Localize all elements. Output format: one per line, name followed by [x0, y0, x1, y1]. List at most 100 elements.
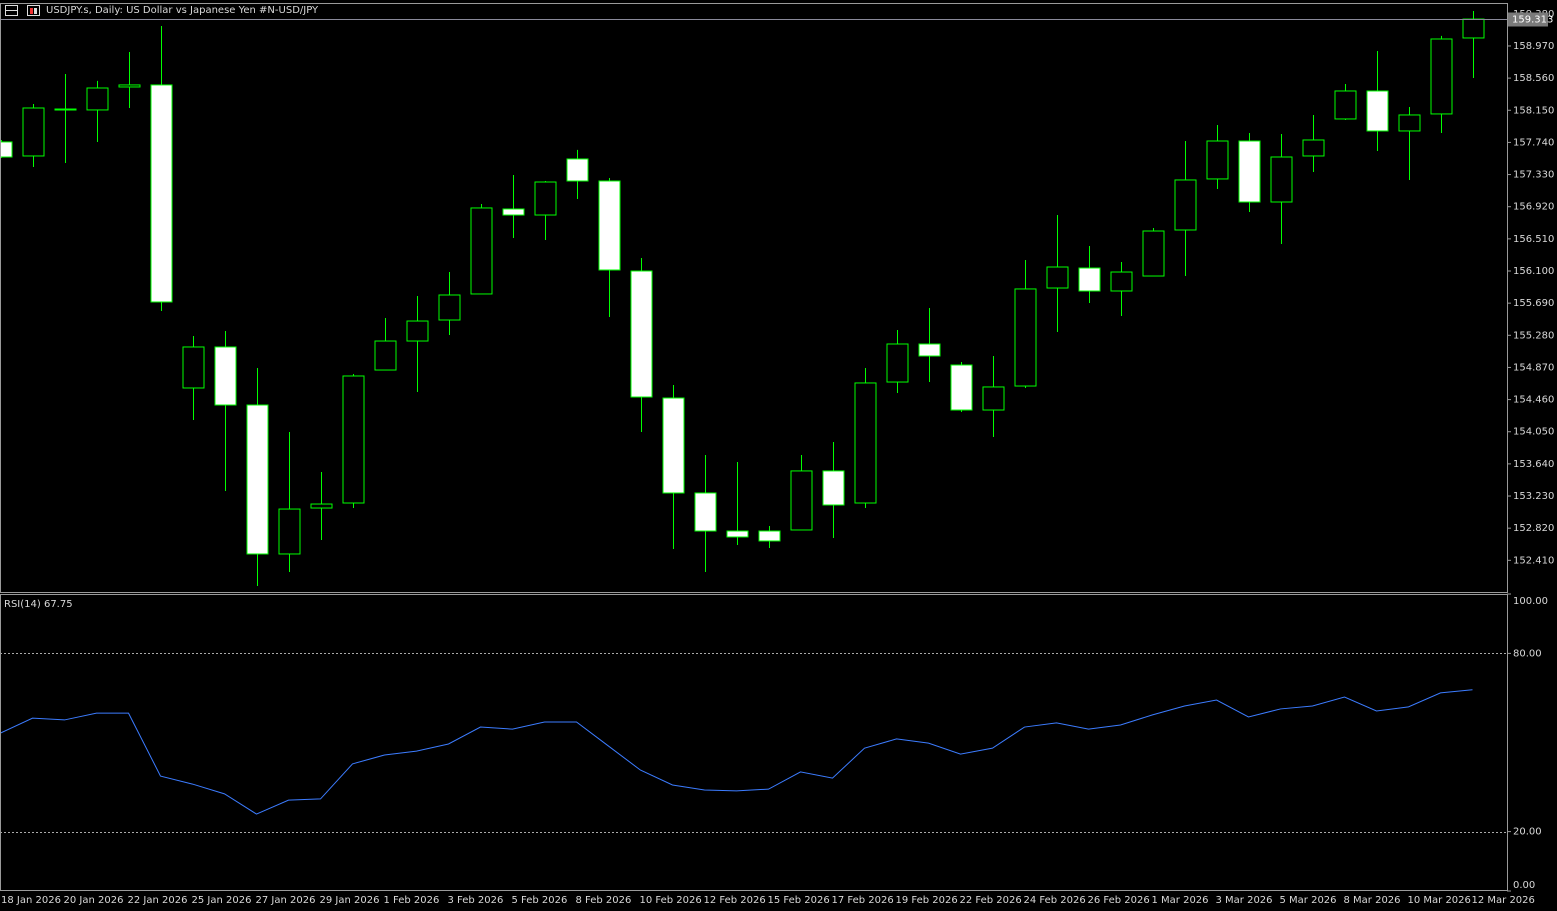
x-tick-label: 5 Mar 2026	[1280, 895, 1337, 906]
candle-body	[214, 346, 237, 406]
x-tick-label: 3 Mar 2026	[1216, 895, 1273, 906]
price-label: 159.313	[1512, 15, 1553, 26]
candle-body	[1110, 271, 1133, 292]
candle-body	[726, 530, 749, 538]
x-tick-label: 17 Feb 2026	[832, 895, 894, 906]
candle-body	[54, 108, 77, 111]
icon	[27, 5, 40, 16]
x-tick-label: 26 Feb 2026	[1088, 895, 1150, 906]
x-tick-label: 25 Jan 2026	[192, 895, 252, 906]
x-tick-label: 8 Feb 2026	[576, 895, 632, 906]
candle-body	[374, 340, 397, 371]
candle-body	[1014, 288, 1037, 387]
candle-body	[1430, 38, 1453, 115]
chart-title: USDJPY.s, Daily: US Dollar vs Japanese Y…	[46, 5, 319, 16]
candle-body	[278, 508, 301, 555]
candle-body	[502, 208, 525, 216]
y-tick-label: 0.00	[1513, 880, 1535, 891]
candle-body	[470, 207, 493, 295]
icon	[34, 8, 37, 14]
y-tick-label: 157.330	[1513, 170, 1554, 181]
main-frame	[0, 3, 1508, 593]
candle-body	[246, 404, 269, 555]
candle-body	[1046, 266, 1069, 289]
y-tick-label: 156.100	[1513, 266, 1554, 277]
candle-body	[1398, 114, 1421, 132]
candle-body	[630, 270, 653, 398]
y-tick-label: 156.920	[1513, 202, 1554, 213]
y-tick-label: 156.510	[1513, 234, 1554, 245]
y-tick-label: 158.150	[1513, 105, 1554, 116]
candle-body	[1462, 18, 1485, 39]
candle-body	[950, 364, 973, 411]
candle-body	[1334, 90, 1357, 120]
x-tick-label: 5 Feb 2026	[512, 895, 568, 906]
candle-body	[790, 470, 813, 531]
y-tick-label: 155.690	[1513, 298, 1554, 309]
y-tick-label: 158.970	[1513, 41, 1554, 52]
x-tick-label: 12 Feb 2026	[704, 895, 766, 906]
candle-body	[1206, 140, 1229, 180]
candle-body	[1270, 156, 1293, 203]
candle-body	[86, 87, 109, 111]
x-tick-label: 10 Mar 2026	[1408, 895, 1471, 906]
x-tick-label: 22 Feb 2026	[960, 895, 1022, 906]
y-tick-label: 153.230	[1513, 491, 1554, 502]
candle-body	[1142, 230, 1165, 277]
candle-body	[182, 346, 205, 389]
rsi-line	[1, 689, 1473, 815]
x-tick-label: 19 Feb 2026	[896, 895, 958, 906]
candle-body	[886, 343, 909, 383]
candle-body	[822, 470, 845, 506]
x-tick-label: 15 Feb 2026	[768, 895, 830, 906]
x-tick-label: 8 Mar 2026	[1344, 895, 1401, 906]
candle-body	[854, 382, 877, 504]
candle-body	[310, 503, 333, 509]
candle-body	[438, 294, 461, 321]
indicator-title: RSI(14) 67.75	[4, 599, 73, 610]
x-tick-label: 27 Jan 2026	[256, 895, 316, 906]
candle-body	[694, 492, 717, 532]
candle-body	[118, 84, 141, 88]
candle-body	[342, 375, 365, 504]
x-tick-label: 3 Feb 2026	[448, 895, 504, 906]
candle-body	[1366, 90, 1389, 132]
axes: 152.410 152.820 153.230 153.640 154.050 154.4…	[1, 9, 1554, 906]
y-tick-label: 158.560	[1513, 73, 1554, 84]
y-tick-label: 153.640	[1513, 459, 1554, 470]
candle-body	[1302, 139, 1325, 157]
y-tick-label: 154.870	[1513, 362, 1554, 373]
y-tick-label: 100.00	[1513, 596, 1548, 607]
y-tick-label: 155.280	[1513, 330, 1554, 341]
candle-body	[534, 181, 557, 216]
candle-body	[1174, 179, 1197, 231]
y-tick-label: 157.740	[1513, 137, 1554, 148]
candle-body	[598, 180, 621, 271]
y-tick-label: 154.460	[1513, 395, 1554, 406]
candle-body	[150, 84, 173, 303]
x-tick-label: 10 Feb 2026	[640, 895, 702, 906]
x-tick-label: 1 Mar 2026	[1152, 895, 1209, 906]
header-icons	[5, 5, 40, 16]
candle-body	[982, 386, 1005, 411]
y-tick-label: 152.410	[1513, 555, 1554, 566]
x-tick-label: 1 Feb 2026	[384, 895, 440, 906]
candle-body	[406, 320, 429, 342]
x-tick-label: 22 Jan 2026	[128, 895, 188, 906]
candle-body	[1238, 140, 1261, 203]
price-plot	[1, 10, 1507, 586]
candle-body	[566, 158, 589, 182]
x-tick-label: 20 Jan 2026	[64, 895, 124, 906]
x-tick-label: 24 Feb 2026	[1024, 895, 1086, 906]
rsi-plot	[1, 653, 1507, 833]
x-tick-label: 12 Mar 2026	[1472, 895, 1535, 906]
y-tick-label: 154.050	[1513, 427, 1554, 438]
rsi-frame	[0, 594, 1508, 891]
icon	[30, 8, 33, 14]
y-tick-label: 80.00	[1513, 648, 1542, 659]
x-tick-label: 18 Jan 2026	[1, 895, 61, 906]
y-tick-label: 152.820	[1513, 523, 1554, 534]
candle-body	[758, 530, 781, 542]
